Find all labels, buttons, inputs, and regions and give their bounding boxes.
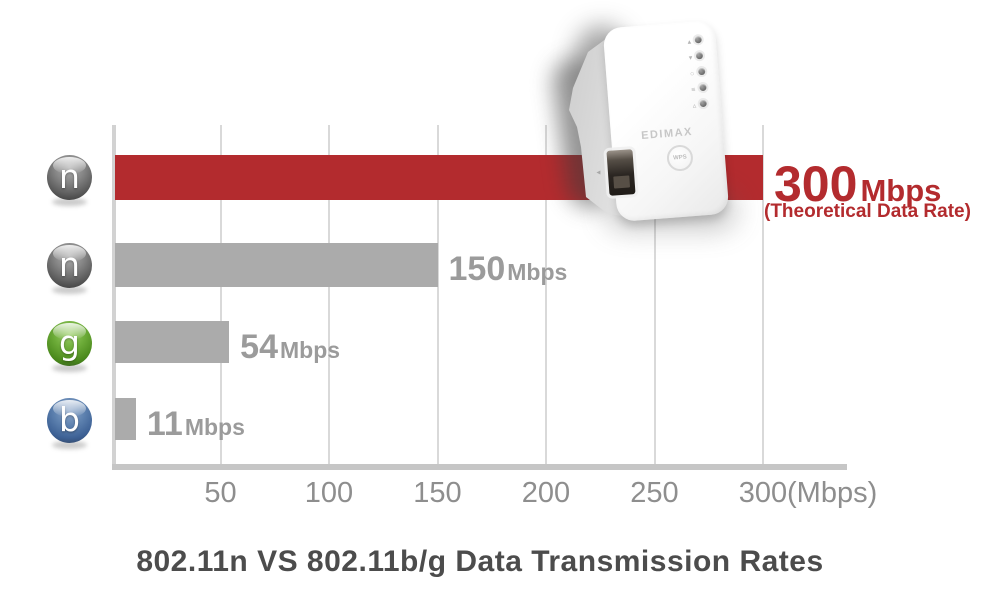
value-unit: Mbps bbox=[184, 414, 245, 440]
led-glyph-icon: ▾ bbox=[688, 54, 693, 62]
gridline-100 bbox=[328, 125, 330, 465]
led-indicator: ≡ bbox=[691, 83, 707, 94]
led-indicator: ○ bbox=[689, 67, 706, 78]
product-image-wifi-extender: ▴ ▴ ▾ ○ ≡ ▵ EDIMAX WPS bbox=[548, 0, 783, 240]
brand-logo: EDIMAX bbox=[640, 125, 694, 142]
value-number: 11 bbox=[146, 405, 183, 443]
gridline-200 bbox=[545, 125, 547, 465]
wps-button: WPS bbox=[665, 144, 694, 172]
led-dot bbox=[697, 67, 706, 76]
standard-n-ball-icon: n bbox=[47, 155, 92, 200]
led-dot bbox=[699, 99, 708, 108]
chart-title: 802.11n VS 802.11b/g Data Transmission R… bbox=[136, 545, 824, 578]
port-marker-icon: ▴ bbox=[593, 170, 603, 175]
led-glyph-icon: ▵ bbox=[692, 102, 697, 110]
bar-54mbps bbox=[115, 321, 230, 363]
value-label-300: 300 Mbps (Theoretical Data Rate) bbox=[764, 155, 971, 221]
x-axis-unit-label: (Mbps) bbox=[787, 477, 878, 509]
led-glyph-icon: ≡ bbox=[691, 86, 696, 94]
led-dot bbox=[699, 83, 707, 92]
value-number: 54 bbox=[240, 328, 278, 366]
value-unit: Mbps bbox=[507, 259, 568, 285]
x-tick-label-300: 300 bbox=[738, 477, 788, 509]
value-number: 150 bbox=[448, 250, 506, 288]
gridline-250 bbox=[653, 125, 656, 465]
y-axis-line bbox=[112, 125, 116, 470]
standard-n-ball-icon: n bbox=[47, 243, 92, 288]
value-unit: Mbps bbox=[280, 337, 341, 363]
bar-row-802-11n-300: n 300 Mbps (Theoretical Data Rate) bbox=[0, 155, 1000, 221]
bar-row-802-11g-54: g 54 Mbps bbox=[0, 321, 1000, 366]
x-tick-label-100: 100 bbox=[304, 477, 354, 509]
ethernet-port bbox=[606, 149, 636, 196]
standard-g-ball-icon: g bbox=[47, 321, 92, 366]
bar-11mbps bbox=[115, 398, 136, 440]
gridline-150 bbox=[436, 125, 439, 465]
wps-button-label: WPS bbox=[672, 154, 687, 162]
led-indicator: ▾ bbox=[688, 51, 705, 62]
led-glyph-icon: ○ bbox=[689, 70, 695, 78]
standard-b-ball-icon: b bbox=[47, 398, 92, 443]
led-indicator: ▴ bbox=[687, 35, 703, 47]
value-number: 300 bbox=[774, 156, 858, 212]
value-note: (Theoretical Data Rate) bbox=[764, 201, 971, 222]
x-axis-line bbox=[112, 464, 847, 470]
value-unit: Mbps bbox=[860, 173, 942, 208]
x-tick-label-150: 150 bbox=[413, 477, 462, 509]
gridline-50 bbox=[219, 125, 222, 465]
bar-row-802-11n-150: n 150 Mbps bbox=[0, 243, 1000, 288]
gridline-300 bbox=[762, 125, 764, 465]
led-dot bbox=[694, 35, 703, 44]
x-tick-label-250: 250 bbox=[630, 477, 679, 509]
value-label-11: 11 Mbps bbox=[146, 398, 245, 443]
led-indicator: ▵ bbox=[692, 99, 708, 110]
led-dot bbox=[695, 51, 704, 60]
led-indicator-column: ▴ ▾ ○ ≡ ▵ bbox=[687, 35, 708, 110]
value-label-54: 54 Mbps bbox=[240, 321, 341, 366]
bar-150mbps bbox=[115, 243, 438, 287]
value-label-150: 150 Mbps bbox=[449, 243, 568, 287]
x-tick-label-200: 200 bbox=[521, 477, 571, 509]
bar-row-802-11b-11: b 11 Mbps bbox=[0, 398, 1000, 443]
x-tick-label-50: 50 bbox=[204, 477, 237, 509]
led-glyph-icon: ▴ bbox=[687, 38, 692, 47]
